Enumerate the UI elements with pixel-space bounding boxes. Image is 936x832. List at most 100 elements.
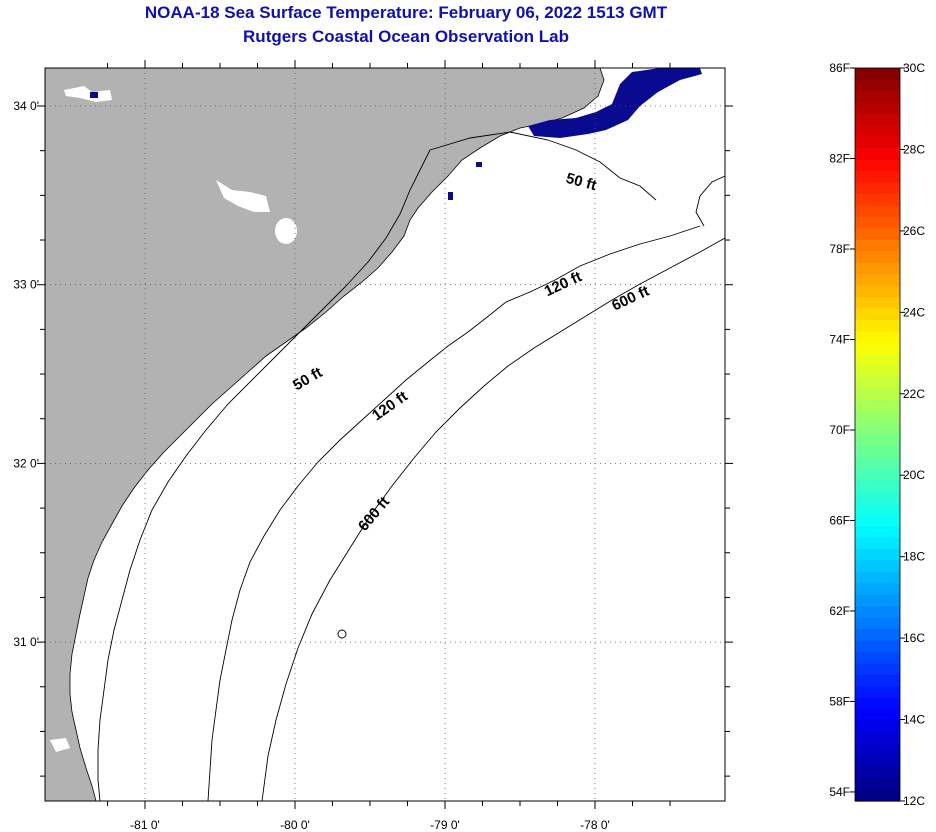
celsius-label: 24C — [903, 305, 925, 319]
colorbar-band — [855, 102, 900, 115]
fahrenheit-label: 66F — [829, 513, 850, 527]
colorbar-band — [855, 503, 900, 516]
colorbar-band — [855, 640, 900, 653]
celsius-label: 20C — [903, 468, 925, 482]
celsius-label: 30C — [903, 61, 925, 75]
colorbar-band — [855, 79, 900, 92]
colorbar-band — [855, 136, 900, 149]
fahrenheit-label: 78F — [829, 242, 850, 256]
colorbar-band — [855, 571, 900, 584]
colorbar-band — [855, 526, 900, 539]
colorbar-band — [855, 468, 900, 481]
fahrenheit-label: 58F — [829, 694, 850, 708]
land-mass — [44, 67, 605, 802]
colorbar-band — [855, 182, 900, 195]
colorbar-band — [855, 709, 900, 722]
cold-water-patch — [476, 162, 482, 167]
colorbar-band — [855, 457, 900, 470]
colorbar-band — [855, 171, 900, 184]
lon-tick-label: -78 0' — [580, 818, 610, 832]
colorbar-band — [855, 388, 900, 401]
colorbar-band — [855, 239, 900, 252]
colorbar-band — [855, 400, 900, 413]
colorbar-band — [855, 629, 900, 642]
colorbar-band — [855, 652, 900, 665]
colorbar-band — [855, 159, 900, 172]
colorbar-band — [855, 285, 900, 298]
colorbar-band — [855, 216, 900, 229]
isobath-600ft-north — [695, 175, 726, 227]
colorbar-labels: 30C 28C 26C 24C 22C 20C 18C 16C 14C 12C 86F 82F 78F 7… — [829, 61, 925, 808]
cold-water-patch — [528, 68, 702, 138]
inland-gap — [216, 180, 270, 212]
colorbar-band — [855, 90, 900, 103]
colorbar-band — [855, 755, 900, 768]
celsius-label: 22C — [903, 387, 925, 401]
celsius-label: 12C — [903, 794, 925, 808]
colorbar-band — [855, 228, 900, 241]
colorbar-band — [855, 583, 900, 596]
colorbar-band — [855, 205, 900, 218]
fahrenheit-label: 86F — [829, 61, 850, 75]
colorbar-band — [855, 675, 900, 688]
colorbar-frame — [854, 67, 901, 802]
celsius-label: 26C — [903, 224, 925, 238]
colorbar-band — [855, 560, 900, 573]
lat-tick-label: 32 0' — [13, 456, 39, 470]
celsius-label: 28C — [903, 142, 925, 156]
fahrenheit-label: 54F — [829, 785, 850, 799]
isobath-600ft — [261, 237, 726, 802]
colorbar-band — [855, 331, 900, 344]
colorbar-band — [855, 125, 900, 138]
colorbar-band — [855, 113, 900, 126]
colorbar-band — [855, 697, 900, 710]
colorbar-band — [855, 262, 900, 275]
map-subtitle: Rutgers Coastal Ocean Observation Lab — [243, 27, 569, 46]
colorbar-band — [855, 423, 900, 436]
lat-tick-label: 33 0' — [13, 278, 39, 292]
celsius-label: 18C — [903, 550, 925, 564]
colorbar-band — [855, 68, 900, 81]
colorbar-band — [855, 148, 900, 161]
isobath-120ft — [207, 225, 701, 802]
map-frame — [44, 67, 726, 802]
colorbar-band — [855, 606, 900, 619]
colorbar-band — [855, 720, 900, 733]
fahrenheit-label: 74F — [829, 332, 850, 346]
colorbar-band — [855, 594, 900, 607]
colorbar-band — [855, 251, 900, 264]
fahrenheit-label: 82F — [829, 151, 850, 165]
map-title: NOAA-18 Sea Surface Temperature: Februar… — [144, 3, 668, 22]
colorbar-band — [855, 193, 900, 207]
lat-tick-label: 31 0' — [13, 635, 39, 649]
colorbar-band — [855, 445, 900, 459]
inland-gap — [64, 86, 112, 102]
colorbar-band — [855, 365, 900, 378]
lon-tick-label: -79 0' — [430, 818, 460, 832]
inland-lake — [275, 218, 297, 244]
colorbar-band — [855, 342, 900, 355]
cold-water-patch — [448, 192, 453, 200]
celsius-label: 14C — [903, 713, 925, 727]
colorbar-band — [855, 549, 900, 562]
colorbar-band — [855, 686, 900, 699]
colorbar-band — [855, 743, 900, 756]
inland-gap — [50, 738, 70, 752]
grid-lines — [45, 68, 725, 801]
lon-tick-label: -81 0' — [130, 818, 160, 832]
colorbar-band — [855, 480, 900, 493]
colorbar-band — [855, 377, 900, 390]
colorbar-band — [855, 766, 900, 779]
colorbar-band — [855, 308, 900, 321]
colorbar-band — [855, 537, 900, 550]
colorbar-band — [855, 617, 900, 630]
colorbar-band — [855, 297, 900, 310]
fahrenheit-label: 62F — [829, 604, 850, 618]
colorbar-bands — [855, 68, 900, 802]
colorbar-band — [855, 274, 900, 287]
colorbar-band — [855, 778, 900, 791]
seamount-contour — [337, 629, 347, 639]
colorbar-band — [855, 789, 900, 802]
